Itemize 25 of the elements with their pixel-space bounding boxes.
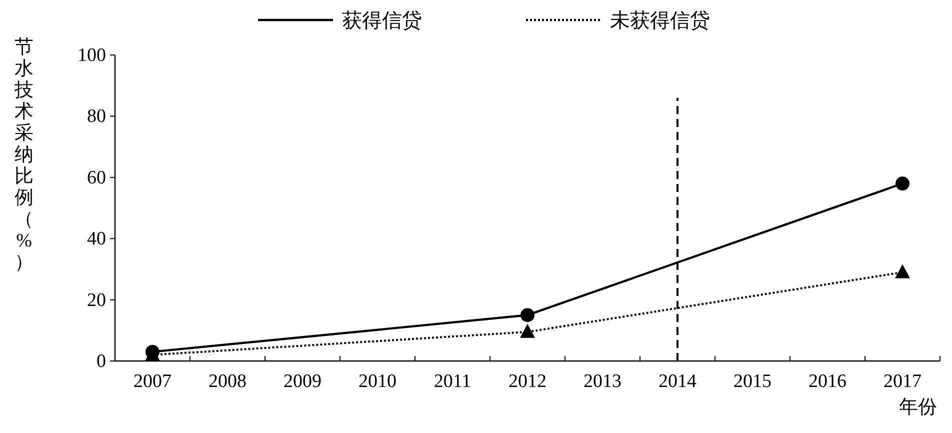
x-tick-label: 2012 [508, 371, 546, 392]
point [895, 264, 910, 278]
x-tick-label: 2013 [584, 371, 622, 392]
x-tick-label: 2009 [284, 371, 322, 392]
y-tick-label: 100 [78, 45, 106, 66]
x-tick-label: 2010 [358, 371, 396, 392]
y-tick-label: 20 [87, 290, 106, 311]
text: 节水技术采纳比例（%） [14, 37, 34, 273]
point [896, 176, 910, 191]
x-tick-label: 2011 [434, 371, 472, 392]
legend-label: 获得信贷 [342, 10, 422, 32]
point [520, 308, 534, 322]
y-tick-label: 60 [87, 167, 106, 188]
x-tick-label: 2017 [884, 371, 922, 392]
y-tick-label: 80 [87, 106, 106, 128]
x-tick-label: 2014 [658, 371, 697, 392]
x-tick-label: 2007 [134, 371, 172, 392]
legend-label: 未获得信贷 [610, 10, 710, 32]
y-tick-label: 40 [87, 228, 106, 250]
point [520, 324, 535, 338]
y-tick-label: 0 [96, 351, 106, 372]
x-tick-label: 2015 [734, 371, 772, 392]
x-tick-label: 2016 [808, 371, 846, 392]
x-tick-label: 2008 [208, 371, 246, 392]
x-axis-title: 年份 [899, 397, 937, 418]
